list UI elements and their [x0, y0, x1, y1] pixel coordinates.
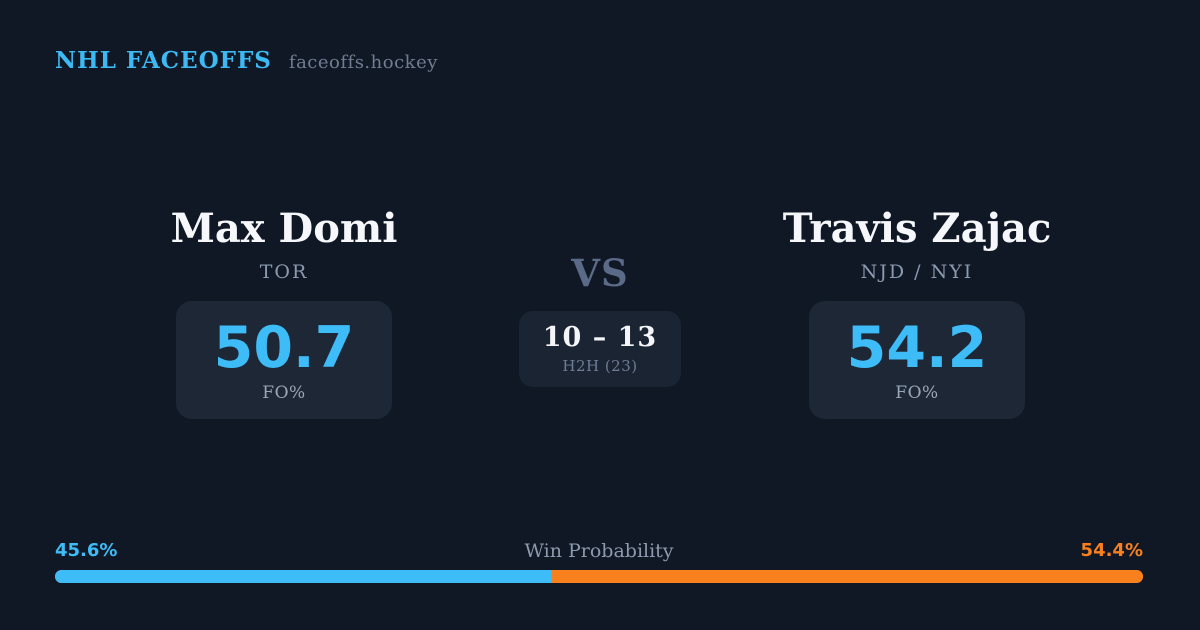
win-probability-section: 45.6% Win Probability 54.4%: [55, 540, 1143, 583]
left-player-stat-label: FO%: [262, 383, 306, 403]
site-url: faceoffs.hockey: [288, 52, 438, 73]
left-player-stat-value: 50.7: [213, 315, 355, 381]
left-player-column: Max Domi TOR 50.7 FO%: [128, 205, 440, 419]
h2h-box: 10 – 13 H2H (23): [518, 311, 682, 387]
versus-column: VS 10 – 13 H2H (23): [450, 205, 750, 387]
win-probability-labels: 45.6% Win Probability 54.4%: [55, 540, 1143, 562]
left-player-stat-box: 50.7 FO%: [175, 301, 393, 419]
h2h-label: H2H (23): [562, 357, 638, 375]
win-probability-right-pct: 54.4%: [1080, 540, 1143, 561]
win-probability-bar-right: [551, 570, 1143, 583]
right-player-stat-label: FO%: [895, 383, 939, 403]
h2h-score: 10 – 13: [542, 322, 658, 353]
right-player-team: NJD / NYI: [860, 261, 974, 283]
win-probability-title: Win Probability: [524, 540, 674, 562]
left-player-name: Max Domi: [170, 205, 398, 252]
right-player-stat-box: 54.2 FO%: [808, 301, 1026, 419]
right-player-name: Travis Zajac: [782, 205, 1052, 252]
right-player-stat-value: 54.2: [846, 315, 988, 381]
brand-title: NHL FACEOFFS: [55, 47, 272, 74]
left-player-team: TOR: [259, 261, 309, 283]
win-probability-bar-left: [55, 570, 552, 583]
right-player-column: Travis Zajac NJD / NYI 54.2 FO%: [758, 205, 1076, 419]
win-probability-left-pct: 45.6%: [55, 540, 118, 561]
win-probability-bar: [55, 570, 1143, 583]
header: NHL FACEOFFS faceoffs.hockey: [55, 47, 1145, 74]
vs-label: VS: [571, 251, 629, 295]
